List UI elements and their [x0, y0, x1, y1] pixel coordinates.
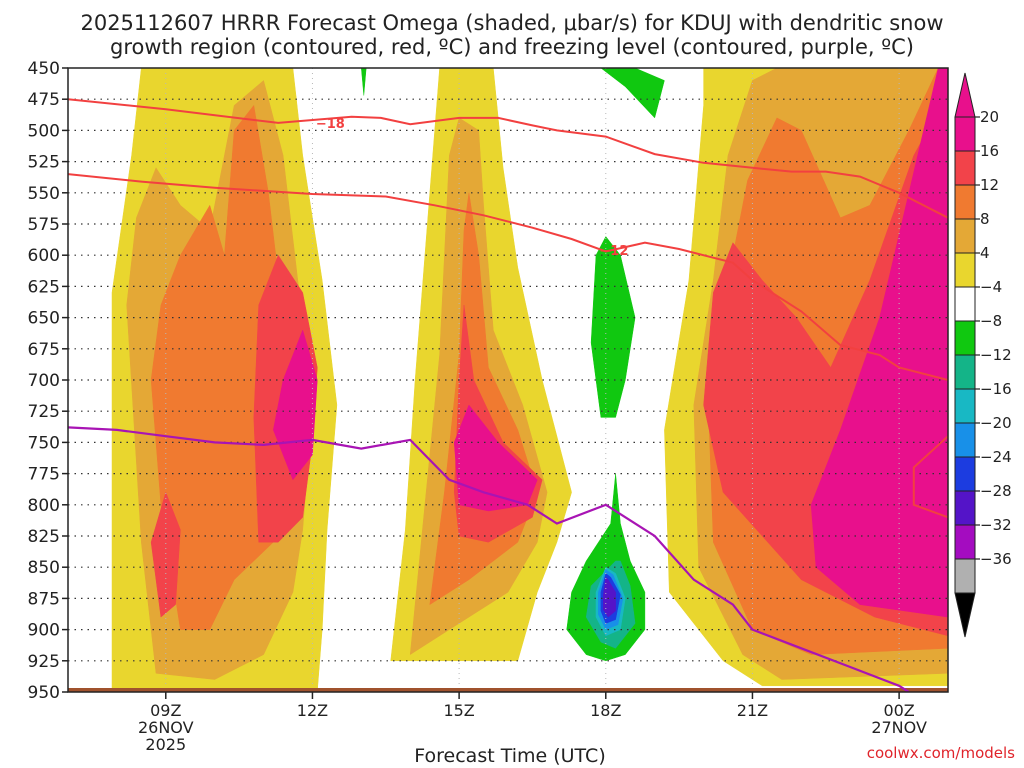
colorbar-tick-label: −4: [980, 278, 1002, 296]
pressure-tick-label: 575: [28, 215, 60, 235]
omega-region-neg4-3: [590, 236, 636, 418]
ground-strip: [68, 688, 948, 692]
colorbar-bin: [954, 456, 976, 492]
omega-shading: [111, 68, 948, 692]
colorbar-bin: [954, 388, 976, 424]
colorbar-tick-label: −8: [980, 312, 1002, 330]
chart-title-line1: 2025112607 HRRR Forecast Omega (shaded, …: [80, 11, 943, 35]
colorbar-bin: [954, 116, 976, 152]
time-tick-label: 21Z: [737, 701, 768, 720]
time-tick-label: 18Z: [590, 701, 621, 720]
dgz-contours: −18 −12: [68, 98, 948, 519]
dgz-contour-line: [68, 98, 948, 219]
pressure-tick-label: 600: [28, 246, 60, 266]
pressure-tick-label: 700: [28, 371, 60, 391]
dgz-contour-line: [912, 435, 948, 519]
colorbar-tick-label: −28: [980, 482, 1012, 500]
omega-region-20-1: [453, 404, 538, 512]
x-axis-label: Forecast Time (UTC): [414, 745, 605, 767]
pressure-tick-label: 500: [28, 121, 60, 141]
colorbar-bin: [954, 422, 976, 458]
pressure-tick-label: 450: [28, 59, 60, 79]
pressure-axis: 450 475 500 525 550 575 600 625 650 675 700 725 750 7…: [28, 59, 68, 703]
pressure-tick-label: 750: [28, 433, 60, 453]
credit-text: coolwx.com/models: [867, 744, 1015, 762]
colorbar-bin: [954, 218, 976, 254]
pressure-tick-label: 900: [28, 621, 60, 641]
time-tick-label: 00Z: [883, 701, 914, 720]
time-tick-label: 2025: [145, 735, 186, 754]
colorbar-tick-label: −24: [980, 448, 1012, 466]
colorbar-tick-label: 16: [980, 142, 999, 160]
pressure-tick-label: 550: [28, 184, 60, 204]
colorbar-tick-label: −20: [980, 414, 1012, 432]
chart-title-line2: growth region (contoured, red, ºC) and f…: [110, 35, 914, 59]
colorbar-tick-label: 4: [980, 244, 990, 262]
pressure-tick-label: 800: [28, 496, 60, 516]
colorbar-bin: [954, 150, 976, 186]
colorbar-tick-label: 12: [980, 176, 999, 194]
dgz-contour-label: −18: [316, 117, 345, 132]
colorbar-bin: [954, 320, 976, 356]
time-tick-label: 12Z: [297, 701, 328, 720]
colorbar-tick-label: −32: [980, 516, 1012, 534]
pressure-tick-label: 875: [28, 589, 60, 609]
colorbar: 20 16 12 8 4 −4 −8 −12 −16 −20 −24 −28 −32 −36: [954, 72, 1012, 638]
omega-region-16-0: [150, 491, 181, 618]
pressure-tick-label: 625: [28, 277, 60, 297]
colorbar-bin: [954, 286, 976, 322]
colorbar-bottom-arrow: [954, 592, 976, 638]
colorbar-tick-label: −16: [980, 380, 1012, 398]
colorbar-bin: [954, 354, 976, 390]
plot-area: −18 −12: [68, 68, 948, 692]
pressure-tick-label: 650: [28, 309, 60, 329]
pressure-tick-label: 925: [28, 652, 60, 672]
pressure-tick-label: 725: [28, 402, 60, 422]
time-tick-label: 15Z: [443, 701, 474, 720]
pressure-tick-label: 775: [28, 465, 60, 485]
freezing-level-contour: [68, 426, 910, 692]
dgz-contour-label: −12: [599, 244, 628, 259]
colorbar-bin: [954, 524, 976, 560]
time-tick-label: 26NOV: [138, 718, 194, 737]
time-tick-label: 09Z: [150, 701, 181, 720]
pressure-tick-label: 850: [28, 558, 60, 578]
colorbar-tick-label: 20: [980, 108, 999, 126]
colorbar-bin: [954, 252, 976, 288]
time-tick-label: 27NOV: [871, 718, 927, 737]
colorbar-tick-label: −12: [980, 346, 1012, 364]
pressure-tick-label: 950: [28, 683, 60, 703]
dgz-contour-line: [68, 173, 948, 381]
pressure-tick-label: 475: [28, 90, 60, 110]
pressure-tick-label: 525: [28, 153, 60, 173]
time-grid-lines: [165, 68, 900, 692]
colorbar-bin: [954, 558, 976, 594]
pressure-tick-label: 825: [28, 527, 60, 547]
colorbar-tick-label: −36: [980, 550, 1012, 568]
omega-region-neg4-0: [361, 68, 367, 96]
colorbar-tick-label: 8: [980, 210, 990, 228]
pressure-tick-label: 675: [28, 340, 60, 360]
colorbar-bin: [954, 184, 976, 220]
colorbar-bin: [954, 490, 976, 526]
omega-region-neg24-0: [603, 576, 616, 618]
freezing-level-line: [68, 426, 910, 692]
